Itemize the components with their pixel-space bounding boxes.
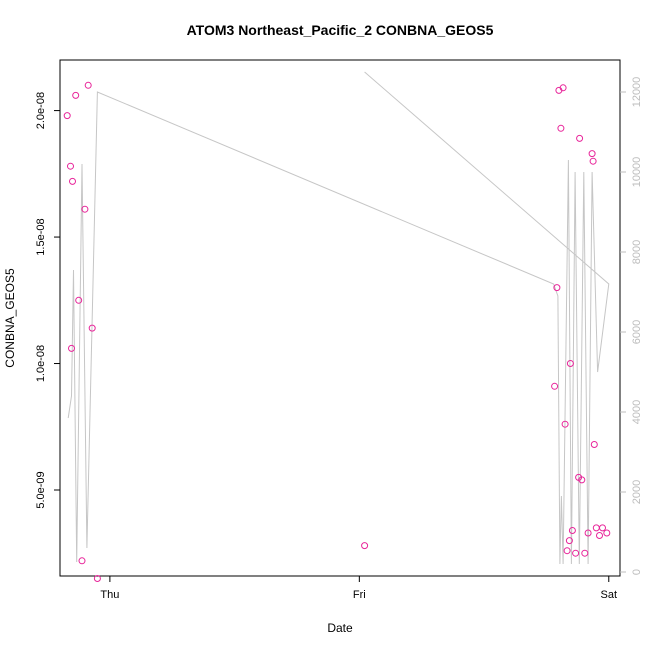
data-point-33 xyxy=(599,524,606,532)
y2-tick-label-4: 8000 xyxy=(631,240,643,264)
data-point-27 xyxy=(584,529,592,537)
data-point-13 xyxy=(553,284,561,292)
data-point-29 xyxy=(589,157,597,165)
y-axis-right: 0 2000 4000 6000 8000 10000 12000 xyxy=(620,77,643,575)
data-point-34 xyxy=(603,529,611,537)
data-point-31 xyxy=(592,524,600,532)
data-points xyxy=(63,81,611,582)
x-tick-label-1: Fri xyxy=(353,589,366,601)
y2-tick-label-1: 2000 xyxy=(631,480,643,504)
data-point-19 xyxy=(565,537,573,545)
data-point-26 xyxy=(581,549,589,557)
plot-frame xyxy=(59,59,621,577)
data-point-2 xyxy=(68,344,75,352)
data-point-7 xyxy=(81,205,89,213)
data-point-6 xyxy=(78,557,86,565)
y-tick-label-2: 1.5e-08 xyxy=(35,218,47,255)
y2-tick-label-0: 0 xyxy=(631,569,643,575)
x-axis-label: Date xyxy=(327,621,353,635)
y-axis-left: 5.0e-09 1.0e-08 1.5e-08 2.0e-08 xyxy=(35,92,60,509)
data-point-21 xyxy=(568,527,576,534)
data-point-1 xyxy=(67,162,74,170)
data-point-16 xyxy=(559,84,567,92)
y2-tick-label-6: 12000 xyxy=(631,77,643,108)
data-point-17 xyxy=(561,420,569,428)
x-tick-label-2: Sat xyxy=(601,589,618,601)
data-point-0 xyxy=(63,112,71,120)
data-point-32 xyxy=(596,532,603,539)
data-point-20 xyxy=(566,360,574,367)
y-tick-label-1: 1.0e-08 xyxy=(35,345,47,382)
data-point-11 xyxy=(361,542,369,550)
data-point-24 xyxy=(576,134,584,142)
data-point-22 xyxy=(572,549,580,557)
data-point-25 xyxy=(578,476,586,484)
data-point-10 xyxy=(93,575,101,582)
y-axis-label: CONBNA_GEOS5 xyxy=(3,268,17,368)
y-tick-label-3: 2.0e-08 xyxy=(35,92,47,129)
data-point-18 xyxy=(563,547,571,555)
y2-tick-label-2: 4000 xyxy=(631,400,643,424)
data-point-12 xyxy=(551,382,559,390)
chart-title: ATOM3 Northeast_Pacific_2 CONBNA_GEOS5 xyxy=(187,22,494,38)
y-tick-label-0: 5.0e-09 xyxy=(35,471,47,508)
y2-tick-label-5: 10000 xyxy=(631,157,643,188)
data-point-9 xyxy=(88,324,96,332)
data-point-28 xyxy=(588,150,596,158)
altitude-series-line xyxy=(67,71,610,565)
data-point-8 xyxy=(84,81,92,89)
data-point-3 xyxy=(69,177,76,185)
y2-tick-label-3: 6000 xyxy=(631,320,643,344)
x-tick-label-0: Thu xyxy=(100,589,119,601)
data-point-15 xyxy=(557,124,565,132)
data-point-4 xyxy=(72,91,80,99)
altitude-line xyxy=(67,71,610,565)
data-point-5 xyxy=(75,296,83,304)
data-point-30 xyxy=(590,441,598,448)
x-axis: Thu Fri Sat xyxy=(100,576,617,601)
